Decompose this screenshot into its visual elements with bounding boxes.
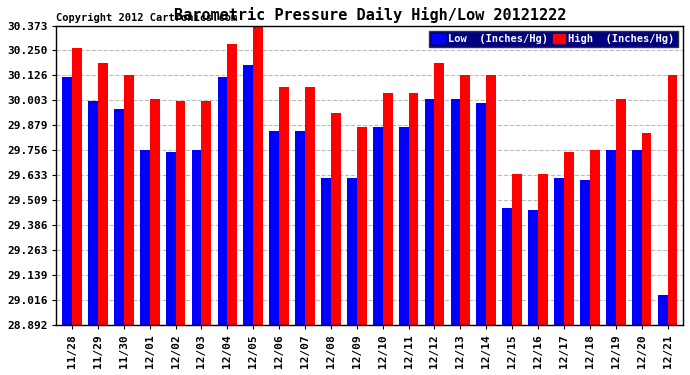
Bar	[502, 208, 512, 325]
Bar	[408, 93, 418, 325]
Bar	[331, 113, 341, 325]
Bar	[98, 63, 108, 325]
Bar	[124, 75, 134, 325]
Bar	[295, 131, 305, 325]
Bar	[606, 150, 615, 325]
Text: Copyright 2012 Cartronics.com: Copyright 2012 Cartronics.com	[57, 12, 238, 22]
Bar	[140, 150, 150, 325]
Bar	[451, 99, 460, 325]
Bar	[399, 128, 408, 325]
Bar	[580, 180, 590, 325]
Bar	[424, 99, 435, 325]
Bar	[305, 87, 315, 325]
Bar	[383, 93, 393, 325]
Bar	[321, 178, 331, 325]
Bar	[228, 44, 237, 325]
Bar	[253, 26, 263, 325]
Bar	[460, 75, 470, 325]
Bar	[667, 75, 678, 325]
Bar	[62, 77, 72, 325]
Bar	[486, 75, 496, 325]
Bar	[615, 99, 626, 325]
Bar	[642, 134, 651, 325]
Bar	[88, 101, 98, 325]
Bar	[166, 152, 175, 325]
Bar	[564, 152, 574, 325]
Legend: Low  (Inches/Hg), High  (Inches/Hg): Low (Inches/Hg), High (Inches/Hg)	[429, 31, 678, 47]
Bar	[357, 128, 366, 325]
Bar	[150, 99, 159, 325]
Bar	[476, 103, 486, 325]
Bar	[590, 150, 600, 325]
Bar	[72, 48, 82, 325]
Bar	[279, 87, 289, 325]
Bar	[554, 178, 564, 325]
Bar	[373, 128, 383, 325]
Bar	[175, 101, 186, 325]
Bar	[244, 64, 253, 325]
Title: Barometric Pressure Daily High/Low 20121222: Barometric Pressure Daily High/Low 20121…	[174, 7, 566, 23]
Bar	[658, 296, 667, 325]
Bar	[435, 63, 444, 325]
Bar	[512, 174, 522, 325]
Bar	[632, 150, 642, 325]
Bar	[269, 131, 279, 325]
Bar	[217, 77, 228, 325]
Bar	[538, 174, 548, 325]
Bar	[347, 178, 357, 325]
Bar	[192, 150, 201, 325]
Bar	[529, 210, 538, 325]
Bar	[114, 109, 124, 325]
Bar	[201, 101, 211, 325]
